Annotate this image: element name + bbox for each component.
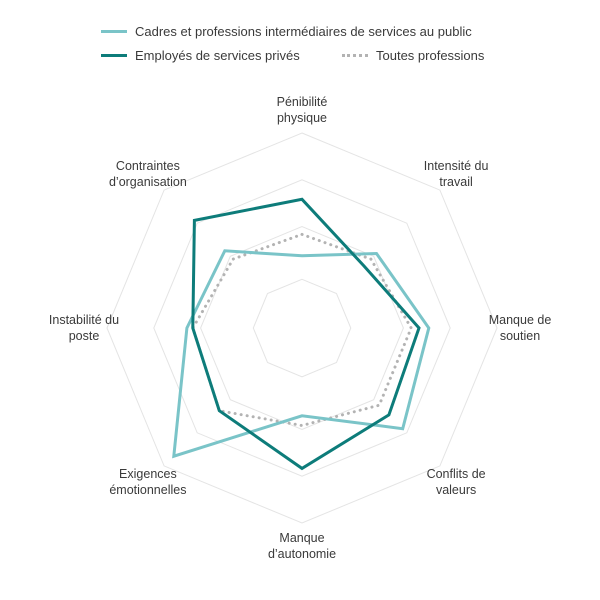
axis-label-6-line-1: poste [69, 329, 100, 343]
axis-label-4-line-1: d’autonomie [268, 547, 336, 561]
axis-label-6-line-0: Instabilité du [49, 313, 119, 327]
legend-row-2: Employés de services privés Toutes profe… [0, 48, 600, 72]
axis-label-3-line-0: Conflits de [427, 467, 486, 481]
axis-label-7-line-1: d’organisation [109, 175, 187, 189]
legend-label-toutes: Toutes professions [376, 48, 485, 63]
legend: Cadres et professions intermédiaires de … [0, 24, 600, 72]
axis-label-5-line-0: Exigences [119, 467, 177, 481]
legend-swatch-toutes [342, 54, 368, 57]
axis-label-4-line-0: Manque [279, 531, 324, 545]
series-line-2 [191, 232, 413, 427]
axis-label-0-line-0: Pénibilité [277, 95, 328, 109]
axis-label-7-line-0: Contraintes [116, 159, 180, 173]
axis-label-6: Instabilité du poste [49, 313, 119, 343]
legend-item-cadres[interactable]: Cadres et professions intermédiaires de … [101, 24, 472, 39]
legend-label-cadres: Cadres et professions intermédiaires de … [135, 24, 472, 39]
series-line-0 [172, 249, 431, 459]
axis-label-0: Pénibilité physique [277, 95, 328, 125]
axis-label-1-line-1: travail [439, 175, 472, 189]
legend-swatch-employes [101, 54, 127, 57]
axis-label-0-line-1: physique [277, 111, 327, 125]
axis-labels: Pénibilité physique Intensité du travail Man… [49, 95, 551, 561]
axis-label-2: Manque de soutien [489, 313, 552, 343]
legend-row-1: Cadres et professions intermédiaires de … [0, 24, 600, 48]
axis-label-1-line-0: Intensité du [424, 159, 489, 173]
axis-label-3-line-1: valeurs [436, 483, 476, 497]
axis-label-3: Conflits de valeurs [427, 467, 486, 497]
axis-label-2-line-1: soutien [500, 329, 540, 343]
axis-label-1: Intensité du travail [424, 159, 489, 189]
series-line-1 [191, 197, 421, 471]
axis-label-2-line-0: Manque de [489, 313, 552, 327]
legend-label-employes: Employés de services privés [135, 48, 300, 63]
grid-ring-4 [106, 132, 498, 524]
axis-label-5-line-1: émotionnelles [109, 483, 186, 497]
legend-item-toutes[interactable]: Toutes professions [342, 48, 484, 63]
grid-ring-1 [252, 278, 352, 378]
legend-swatch-cadres [101, 30, 127, 33]
grid-layer [106, 132, 498, 524]
series-layer [172, 197, 431, 471]
axis-label-7: Contraintes d’organisation [109, 159, 187, 189]
grid-ring-3 [153, 179, 451, 477]
axis-label-4: Manque d’autonomie [268, 531, 336, 561]
legend-item-employes[interactable]: Employés de services privés [101, 48, 300, 63]
axis-label-5: Exigences émotionnelles [109, 467, 186, 497]
